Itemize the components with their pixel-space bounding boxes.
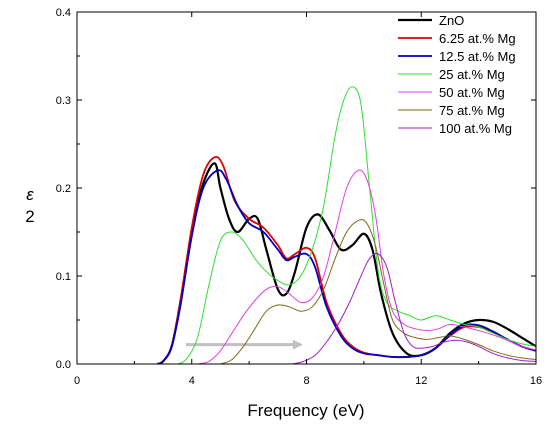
tick-layer: 0 4 8 12 16 0.0 0.1 0.2 0.3 0.4 [56, 7, 542, 387]
legend-label: ZnO [439, 13, 464, 28]
x-axis-title: Frequency (eV) [247, 401, 364, 420]
x-tick-label: 12 [415, 375, 427, 387]
series-layer [156, 86, 536, 364]
series-line [220, 219, 536, 364]
series-line [156, 162, 536, 364]
x-tick-label: 0 [74, 375, 80, 387]
y-tick-label: 0.0 [56, 359, 71, 371]
y-tick-label: 0.1 [56, 271, 71, 283]
legend: ZnO 6.25 at.% Mg 12.5 at.% Mg 25 at.% Mg 50 … [398, 13, 516, 136]
y-tick-label: 0.3 [56, 95, 71, 107]
legend-label: 12.5 at.% Mg [439, 49, 516, 64]
legend-label: 100 at.% Mg [439, 121, 512, 136]
legend-label: 25 at.% Mg [439, 67, 505, 82]
series-line [156, 155, 536, 364]
series-line [292, 253, 536, 364]
legend-label: 6.25 at.% Mg [439, 31, 516, 46]
y-tick-label: 0.2 [56, 183, 71, 195]
series-line [156, 169, 536, 364]
series-line [177, 86, 536, 364]
legend-label: 50 at.% Mg [439, 85, 505, 100]
x-tick-label: 8 [303, 375, 309, 387]
y-axis-title: ε [26, 185, 34, 204]
legend-label: 75 at.% Mg [439, 103, 505, 118]
plot-frame [76, 11, 537, 365]
y-tick-label: 0.4 [56, 7, 71, 19]
x-tick-label: 4 [189, 375, 195, 387]
x-tick-label: 16 [530, 375, 542, 387]
series-line [197, 169, 536, 364]
y-axis-title-subscript: 2 [25, 207, 34, 226]
